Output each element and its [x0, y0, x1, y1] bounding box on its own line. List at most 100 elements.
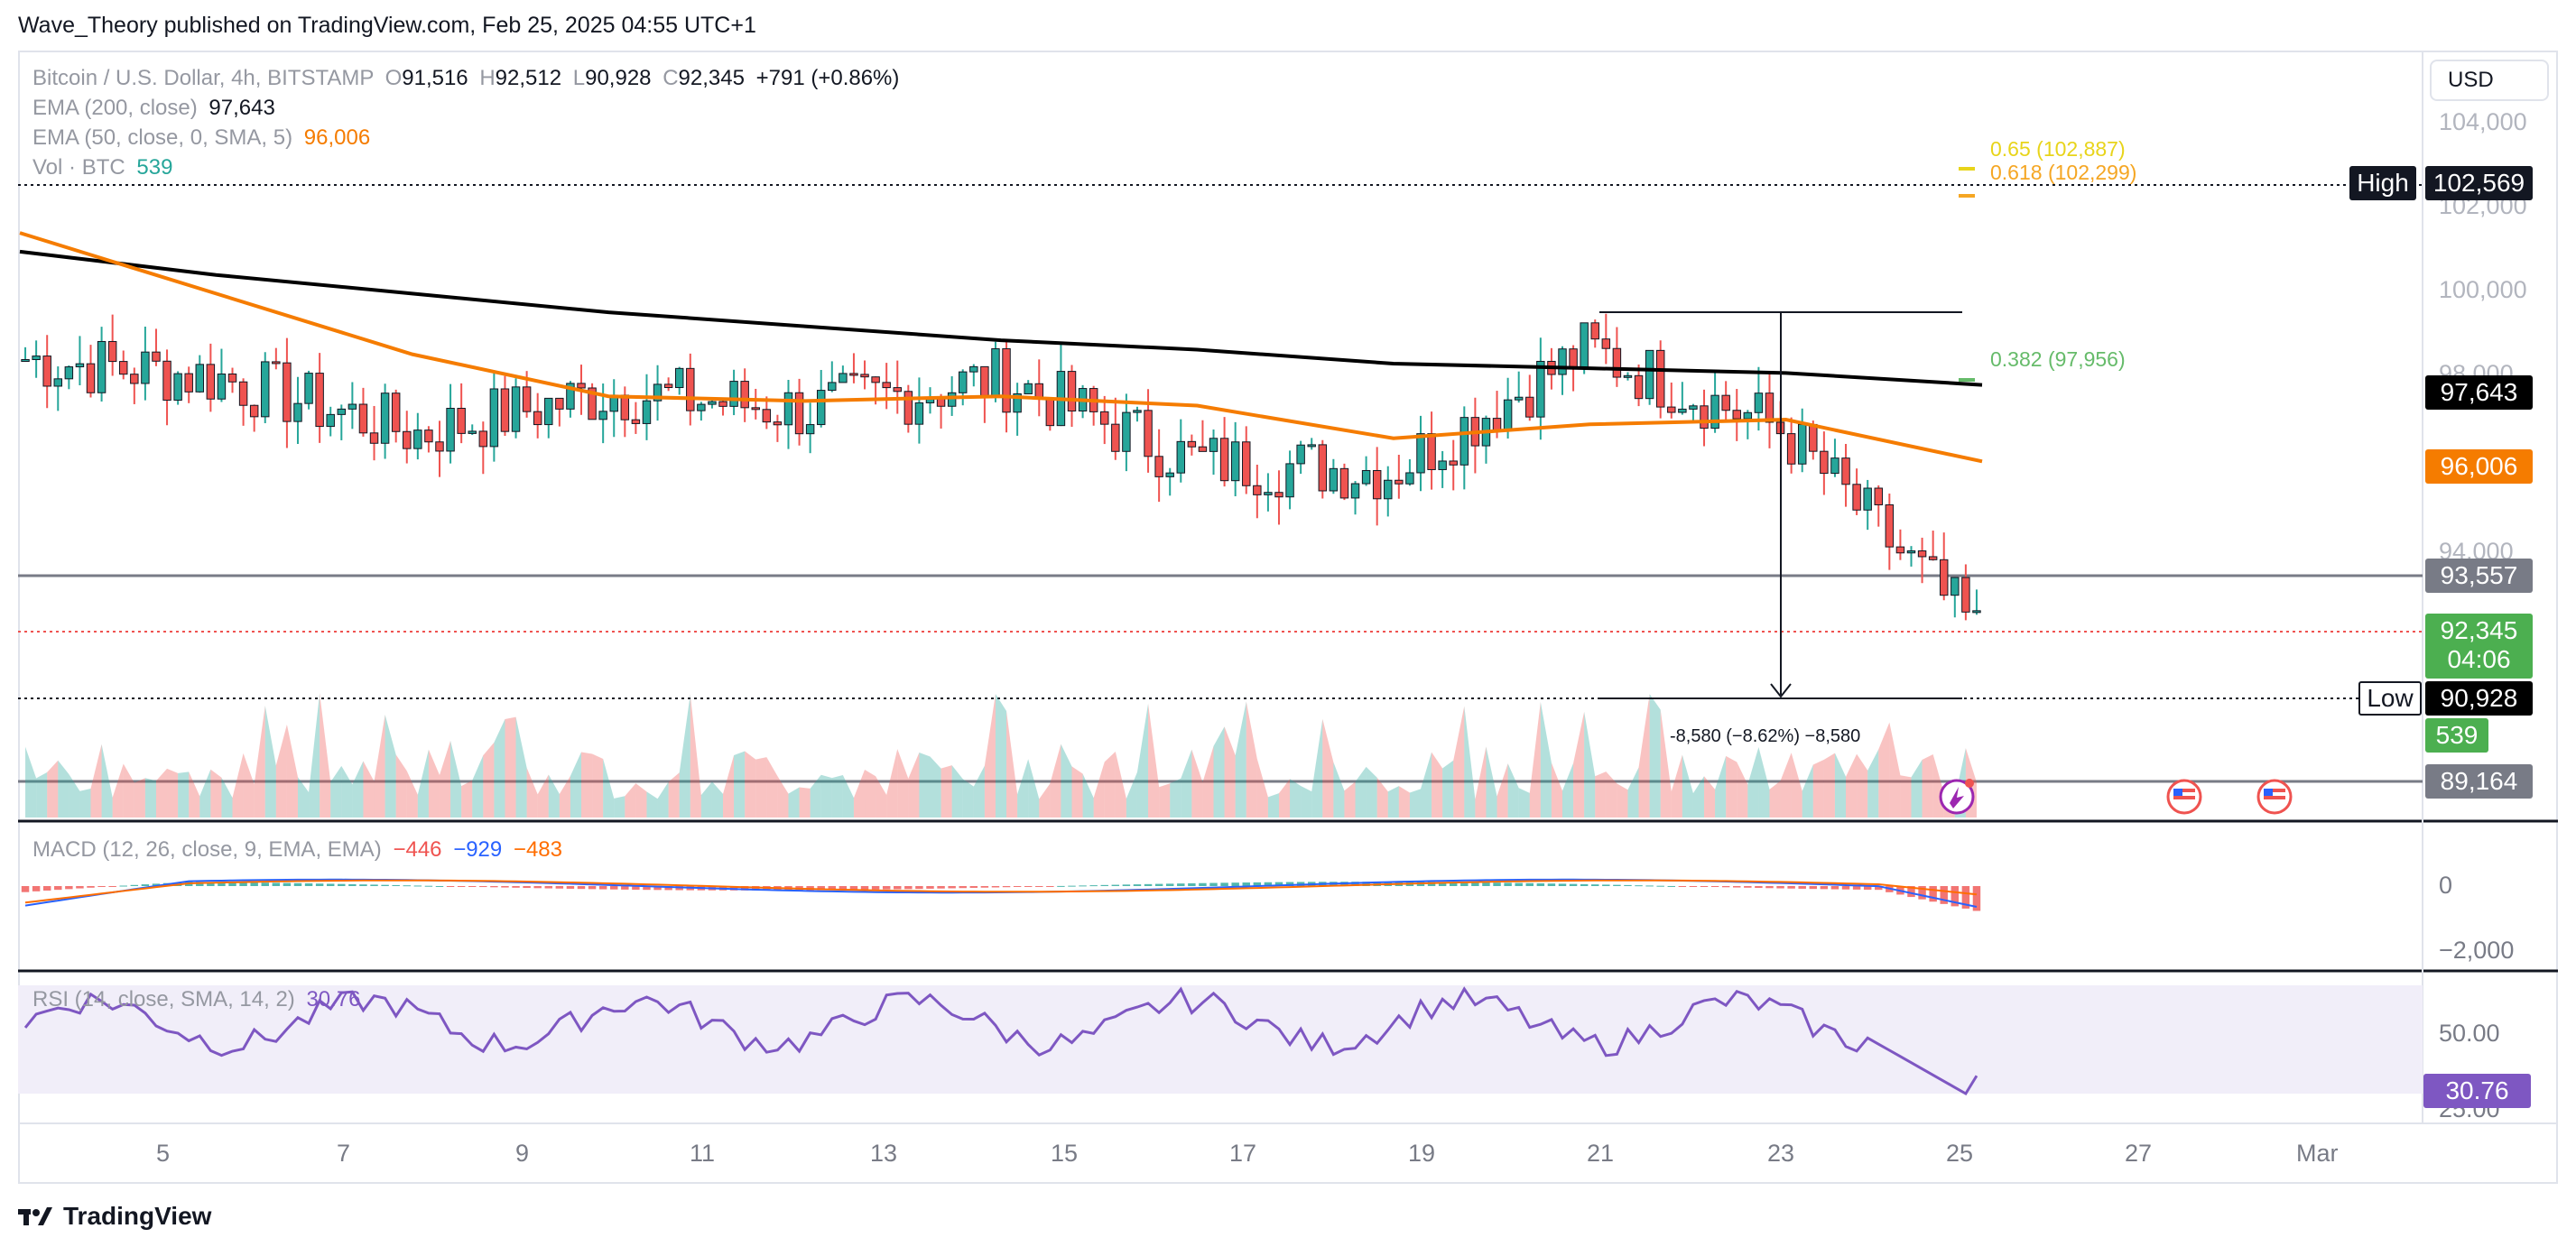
macd-histogram-bar — [446, 886, 455, 887]
macd-histogram-bar — [860, 886, 869, 890]
candle-body — [1122, 411, 1131, 452]
candle-body — [849, 373, 858, 376]
candle-body — [533, 411, 542, 426]
candle-body — [740, 381, 749, 409]
volume-segment — [1529, 701, 1541, 817]
macd-histogram-bar — [21, 886, 30, 892]
rsi-band — [18, 985, 2423, 1094]
volume-segment — [189, 771, 200, 817]
candle-body — [729, 381, 738, 407]
candle-body — [1307, 444, 1316, 448]
candle-body — [1951, 577, 1960, 596]
candle-body — [718, 401, 727, 407]
candle-body — [1809, 423, 1818, 452]
volume-segment — [320, 693, 331, 817]
candle-body — [936, 398, 946, 407]
volume-segment — [897, 749, 909, 817]
volume-segment — [1148, 703, 1160, 817]
macd-histogram-bar — [1035, 886, 1043, 887]
macd-histogram-bar — [1569, 883, 1578, 886]
volume-segment — [36, 771, 48, 817]
ema200-price-tag: 97,643 — [2425, 375, 2533, 410]
candle-body — [227, 373, 237, 383]
volume-segment — [1486, 746, 1497, 817]
volume-segment — [515, 716, 527, 817]
tradingview-logo[interactable]: TradingView — [18, 1202, 211, 1231]
rsi-legend-value: 30.76 — [306, 987, 361, 1011]
macd-signal-value: −483 — [513, 837, 562, 862]
volume-segment — [79, 788, 91, 817]
time-axis-label: Mar — [2296, 1140, 2339, 1167]
macd-histogram-bar — [250, 882, 258, 886]
candle-body — [1002, 347, 1011, 413]
symbol-title[interactable]: Bitcoin / U.S. Dollar, 4h, BITSTAMP — [32, 66, 374, 90]
us-flag-icon[interactable] — [2256, 779, 2293, 815]
candle-body — [1503, 399, 1513, 431]
volume-segment — [144, 778, 156, 817]
macd-histogram-bar — [403, 885, 411, 887]
volume-segment — [1551, 762, 1563, 817]
candle-body — [468, 430, 477, 434]
rsi-legend[interactable]: RSI (14, close, SMA, 14, 2) 30.76 — [32, 987, 361, 1012]
macd-histogram-bar — [1755, 886, 1763, 889]
volume-segment — [810, 774, 821, 817]
ema200-value: 97,643 — [208, 96, 275, 120]
volume-segment — [876, 776, 887, 817]
candle-body — [1187, 440, 1197, 448]
macd-histogram-bar — [577, 886, 586, 890]
candle-body — [1678, 408, 1687, 413]
candle-body — [75, 363, 85, 368]
low-price-tag: 90,928 — [2425, 681, 2533, 716]
time-axis-label: 5 — [156, 1140, 171, 1167]
us-flag-icon[interactable] — [2166, 779, 2202, 815]
volume-row[interactable]: Vol · BTC 539 — [32, 152, 899, 182]
earnings-event-icon[interactable] — [1939, 779, 1975, 815]
candle-body — [238, 381, 248, 406]
volume-segment — [526, 767, 538, 817]
volume-segment — [548, 774, 560, 817]
volume-segment — [1170, 778, 1181, 817]
macd-legend[interactable]: MACD (12, 26, close, 9, EMA, EMA) −446 −… — [32, 837, 562, 863]
candle-body — [631, 419, 641, 424]
low-label-tag: Low — [2358, 681, 2422, 716]
volume-segment — [155, 768, 168, 817]
candle-body — [391, 393, 401, 432]
candles — [21, 313, 1981, 621]
volume-segment — [243, 753, 255, 817]
candle-body — [1176, 440, 1186, 474]
macd-histogram-bar — [1264, 882, 1273, 886]
macd-histogram-bar — [610, 886, 618, 890]
candle-body — [1219, 438, 1229, 482]
candle-body — [119, 361, 128, 375]
volume-segment — [134, 778, 145, 817]
volume-segment — [1006, 710, 1018, 817]
volume-segment — [1617, 783, 1628, 817]
macd-histogram-bar — [1220, 882, 1228, 886]
time-axis-label: 7 — [337, 1140, 351, 1167]
candle-body — [1940, 559, 1949, 596]
volume-segment — [1475, 746, 1487, 817]
currency-button[interactable]: USD — [2430, 60, 2549, 101]
volume-segment — [1039, 783, 1051, 817]
lower-price-tag: 89,164 — [2425, 764, 2533, 799]
volume-segment — [1355, 766, 1367, 817]
ema200-row[interactable]: EMA (200, close) 97,643 — [32, 93, 899, 123]
ema50-row[interactable]: EMA (50, close, 0, SMA, 5) 96,006 — [32, 123, 899, 152]
volume-segment — [1366, 766, 1377, 817]
macd-histogram-bar — [1438, 882, 1447, 886]
volume-label: Vol · BTC — [32, 155, 125, 180]
candle-body — [1285, 463, 1294, 498]
volume-segment — [1159, 783, 1171, 817]
macd-histogram-bar — [1863, 886, 1872, 891]
chart-frame[interactable] — [18, 51, 2558, 1184]
candle-body — [653, 383, 663, 402]
candle-body — [272, 361, 281, 365]
time-axis-label: 13 — [870, 1140, 898, 1167]
candle-body — [762, 409, 772, 423]
candle-countdown: 04:06 — [2447, 645, 2511, 673]
macd-axis-label: 0 — [2439, 872, 2453, 899]
volume-segment — [1409, 789, 1421, 817]
candle-body — [1928, 556, 1938, 560]
macd-histogram-bar — [1852, 886, 1861, 890]
